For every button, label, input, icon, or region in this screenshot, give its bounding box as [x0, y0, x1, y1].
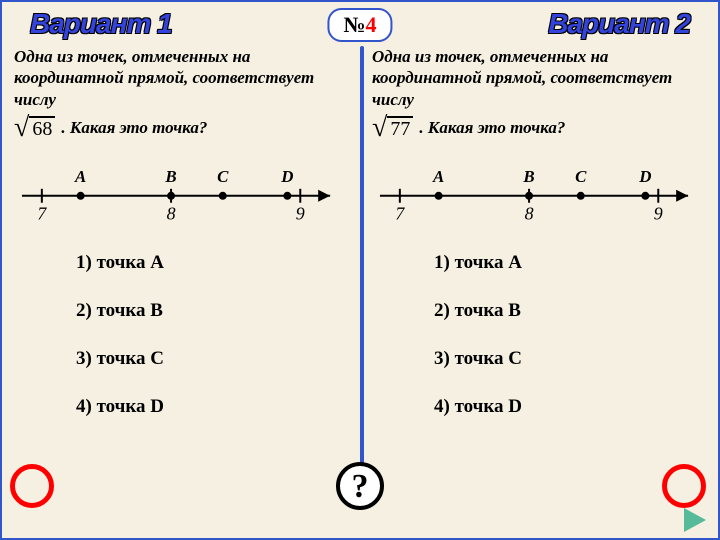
svg-text:B: B	[164, 167, 176, 186]
numberline-svg: 7 8 9 A B C D	[12, 156, 350, 226]
number-sign: №	[343, 12, 365, 37]
variant-2-panel: Вариант 2 Одна из точек, отмеченных на к…	[364, 8, 714, 528]
next-slide-button[interactable]	[684, 508, 706, 532]
variant-2-title: Вариант 2	[364, 8, 714, 40]
svg-text:C: C	[575, 167, 587, 186]
svg-text:D: D	[280, 167, 293, 186]
variant-1-panel: Вариант 1 Одна из точек, отмеченных на к…	[6, 8, 356, 528]
sqrt-icon: √68	[14, 116, 55, 140]
variant-1-numberline: 7 8 9 A B C D	[12, 156, 350, 231]
svg-text:7: 7	[37, 203, 47, 223]
answer-option[interactable]: 1) точка А	[76, 252, 356, 274]
svg-text:C: C	[217, 167, 229, 186]
right-marker-circle[interactable]	[662, 464, 706, 508]
variant-1-question: . Какая это точка?	[61, 118, 207, 138]
answer-option[interactable]: 3) точка С	[434, 348, 714, 370]
problem-number: 4	[366, 12, 377, 37]
svg-text:B: B	[522, 167, 534, 186]
svg-text:9: 9	[296, 203, 305, 223]
variant-2-prompt: Одна из точек, отмеченных на координатно…	[364, 40, 714, 112]
answer-option[interactable]: 2) точка В	[76, 300, 356, 322]
variant-2-question: . Какая это точка?	[419, 118, 565, 138]
variant-1-expression-row: √68 . Какая это точка?	[6, 116, 356, 140]
variant-1-sqrt-value: 68	[29, 116, 55, 140]
svg-text:D: D	[638, 167, 651, 186]
svg-text:9: 9	[654, 203, 663, 223]
svg-text:7: 7	[395, 203, 405, 223]
svg-text:8: 8	[167, 203, 176, 223]
help-button[interactable]: ?	[336, 462, 384, 510]
variant-1-title: Вариант 1	[6, 8, 356, 40]
sqrt-icon: √77	[372, 116, 413, 140]
answer-option[interactable]: 2) точка В	[434, 300, 714, 322]
problem-number-badge: №4	[327, 8, 392, 42]
variant-2-sqrt-value: 77	[387, 116, 413, 140]
answer-option[interactable]: 3) точка С	[76, 348, 356, 370]
svg-text:8: 8	[525, 203, 534, 223]
svg-text:A: A	[432, 167, 444, 186]
variant-1-prompt: Одна из точек, отмеченных на координатно…	[6, 40, 356, 112]
numberline-svg: 7 8 9 A B C D	[370, 156, 708, 226]
answer-option[interactable]: 1) точка А	[434, 252, 714, 274]
variant-2-answers: 1) точка А 2) точка В 3) точка С 4) точк…	[434, 252, 714, 418]
variant-2-numberline: 7 8 9 A B C D	[370, 156, 708, 231]
center-divider	[360, 46, 364, 508]
left-marker-circle[interactable]	[10, 464, 54, 508]
variant-1-answers: 1) точка А 2) точка В 3) точка С 4) точк…	[76, 252, 356, 418]
answer-option[interactable]: 4) точка D	[76, 396, 356, 418]
answer-option[interactable]: 4) точка D	[434, 396, 714, 418]
svg-text:A: A	[74, 167, 86, 186]
variant-2-expression-row: √77 . Какая это точка?	[364, 116, 714, 140]
